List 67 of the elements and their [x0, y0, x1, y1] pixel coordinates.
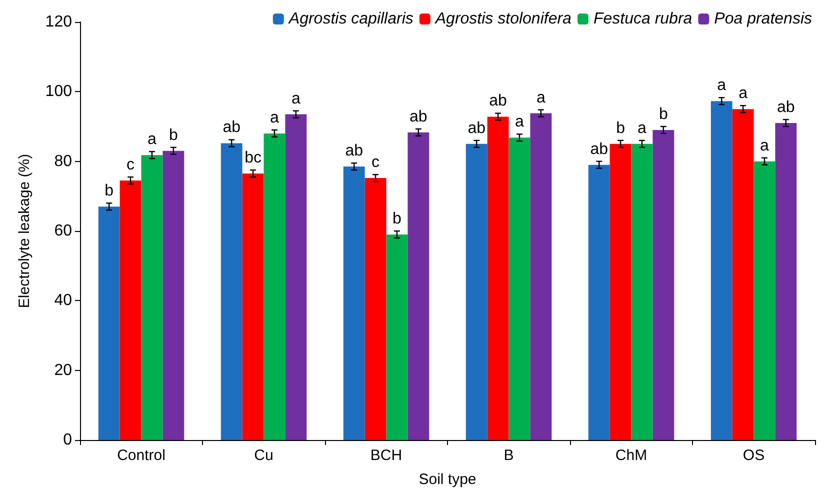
data-label: ab	[222, 119, 241, 136]
bar	[508, 138, 530, 440]
bar	[343, 166, 365, 440]
bar	[98, 206, 120, 440]
bar	[162, 150, 184, 440]
data-label: a	[738, 85, 748, 102]
legend-label: Festuca rubra	[593, 10, 692, 28]
data-label: a	[760, 137, 770, 154]
bar	[530, 113, 552, 440]
data-label: b	[392, 210, 402, 228]
bar	[120, 180, 142, 440]
bar	[754, 161, 776, 440]
data-label: a	[148, 131, 157, 148]
bar	[242, 174, 264, 440]
data-label: b	[168, 126, 178, 144]
data-label: a	[515, 114, 524, 131]
x-tick-label: ChM	[615, 447, 648, 464]
bar	[364, 178, 386, 440]
data-label: b	[658, 106, 668, 123]
x-tick-label: OS	[742, 447, 765, 464]
y-tick-label: 60	[54, 222, 72, 240]
data-label: bc	[244, 150, 262, 167]
data-label: b	[104, 182, 114, 200]
data-label: ab	[590, 140, 608, 158]
bar	[732, 109, 754, 440]
bar	[652, 130, 674, 440]
y-tick-label: 120	[45, 14, 72, 30]
x-tick-label: BCH	[370, 447, 402, 464]
x-tick-label: B	[504, 447, 514, 464]
bar	[264, 133, 286, 440]
data-label: ab	[777, 99, 795, 116]
bar	[775, 123, 797, 440]
data-label: a	[638, 120, 647, 137]
y-tick-label: 0	[63, 432, 72, 448]
bar	[610, 144, 632, 440]
bar	[466, 144, 488, 440]
y-axis-title: Electrolyte leakage (%)	[16, 154, 33, 308]
x-tick-label: Control	[117, 447, 166, 464]
data-label: c	[372, 154, 380, 172]
bar	[141, 155, 163, 440]
bar	[487, 116, 509, 440]
data-label: b	[616, 120, 626, 137]
data-label: ab	[468, 120, 486, 137]
bar	[220, 143, 242, 440]
x-tick-label: Cu	[254, 447, 274, 464]
bar	[386, 234, 408, 440]
data-label: c	[126, 156, 135, 174]
data-label: a	[270, 109, 280, 126]
y-tick-label: 100	[45, 83, 72, 100]
legend-label: Agrostis stolonifera	[434, 10, 572, 28]
x-axis-title: Soil type	[418, 471, 476, 488]
bar	[710, 101, 732, 440]
y-tick-label: 80	[54, 152, 72, 170]
data-label: ab	[410, 108, 428, 126]
y-tick-label: 40	[54, 292, 72, 310]
bar	[285, 114, 307, 440]
data-label: a	[536, 89, 546, 106]
data-label: ab	[489, 92, 508, 110]
data-label: a	[291, 90, 300, 108]
legend-label: Poa pratensis	[714, 10, 812, 28]
legend-label: Agrostis capillaris	[288, 10, 414, 28]
bar	[588, 164, 610, 440]
y-tick-label: 20	[54, 362, 72, 379]
data-label: a	[717, 77, 726, 94]
bar	[631, 144, 653, 440]
data-label: ab	[345, 142, 364, 160]
bar	[408, 132, 430, 440]
